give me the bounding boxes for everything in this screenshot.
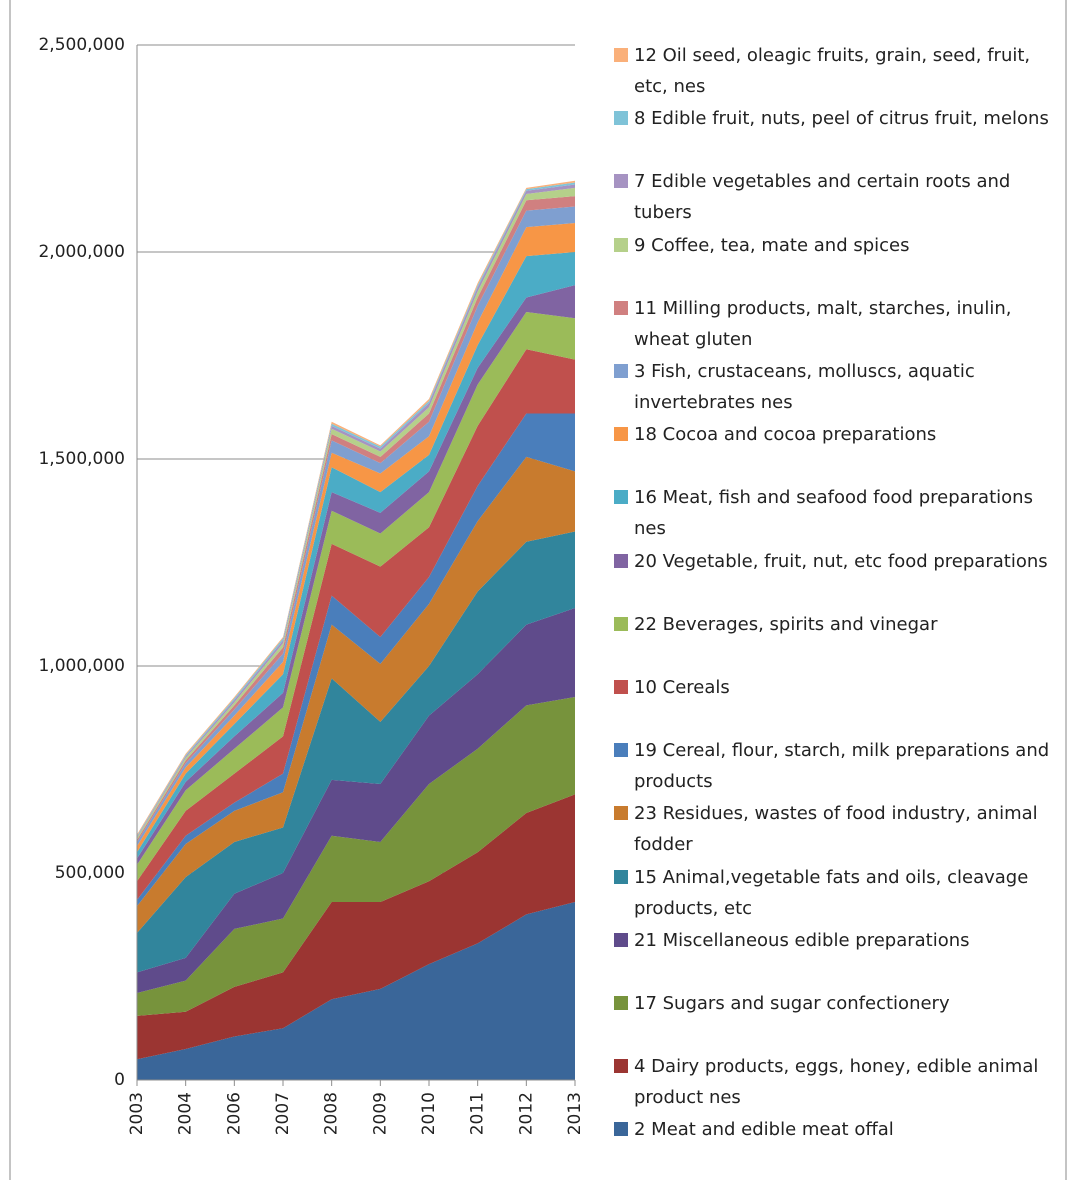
y-tick-label: 2,000,000 — [38, 242, 125, 262]
legend-swatch — [614, 553, 628, 568]
area — [137, 349, 575, 900]
area — [137, 901, 575, 1080]
x-tick-label: 2006 — [224, 1092, 244, 1135]
legend-label: 10 Cereals — [634, 677, 730, 698]
area — [137, 531, 575, 973]
legend-label: 9 Coffee, tea, mate and spices — [634, 234, 910, 256]
legend-label: 20 Vegetable, fruit, nut, etc food prepa… — [634, 550, 1048, 572]
area — [137, 456, 575, 934]
area — [137, 608, 575, 994]
legend-swatch — [614, 237, 628, 252]
x-tick-label: 2009 — [370, 1092, 390, 1135]
legend-swatch — [614, 869, 628, 884]
y-tick-label: 500,000 — [55, 863, 125, 883]
x-tick-label: 2003 — [127, 1092, 147, 1135]
legend-swatch — [614, 743, 628, 758]
x-tick-label: 2013 — [565, 1092, 585, 1135]
legend-label: 2 Meat and edible meat offal — [634, 1119, 894, 1141]
legend-swatch — [614, 300, 628, 315]
legend-entry: 19 Cereal, flour, starch, milk preparati… — [614, 735, 1064, 797]
legend-swatch — [614, 1059, 628, 1074]
legend-entry: 17 Sugars and sugar confectionery — [614, 988, 1064, 1019]
area — [137, 697, 575, 1016]
legend-entry: 12 Oil seed, oleagic fruits, grain, seed… — [614, 40, 1064, 102]
legend-label: 19 Cereal, flour, starch, milk preparati… — [634, 740, 1050, 793]
y-tick-label: 1,500,000 — [38, 449, 125, 469]
legend-label: 4 Dairy products, eggs, honey, edible an… — [634, 1056, 1039, 1109]
legend-swatch — [614, 111, 628, 126]
legend-swatch — [614, 806, 628, 821]
x-tick-label: 2010 — [419, 1092, 439, 1135]
legend-entry: 7 Edible vegetables and certain roots an… — [614, 166, 1064, 228]
legend-swatch — [614, 996, 628, 1010]
legend-entry: 22 Beverages, spirits and vinegar — [614, 609, 1064, 640]
legend-label: 15 Animal,vegetable fats and oils, cleav… — [634, 866, 1029, 919]
area — [137, 413, 575, 907]
legend-entry: 18 Cocoa and cocoa preparations — [614, 419, 1064, 450]
legend-label: 12 Oil seed, oleagic fruits, grain, seed… — [634, 45, 1031, 97]
legend-entry: 10 Cereals — [614, 672, 1064, 703]
x-tick-label: 2004 — [176, 1092, 196, 1135]
legend-label: 22 Beverages, spirits and vinegar — [634, 613, 938, 635]
legend-swatch — [614, 680, 628, 694]
legend-swatch — [614, 48, 628, 62]
legend-swatch — [614, 932, 628, 947]
legend-entry: 15 Animal,vegetable fats and oils, cleav… — [614, 862, 1064, 924]
legend-entry: 11 Milling products, malt, starches, inu… — [614, 293, 1064, 355]
legend-label: 16 Meat, fish and seafood food preparati… — [634, 487, 1033, 540]
x-tick-label: 2008 — [322, 1092, 342, 1135]
x-tick-label: 2007 — [273, 1092, 293, 1135]
legend-swatch — [614, 364, 628, 378]
legend-label: 18 Cocoa and cocoa preparations — [634, 424, 937, 446]
legend-label: 17 Sugars and sugar confectionery — [634, 993, 950, 1014]
legend-label: 11 Milling products, malt, starches, inu… — [634, 297, 1012, 350]
legend-label: 23 Residues, wastes of food industry, an… — [634, 803, 1038, 856]
legend-label: 7 Edible vegetables and certain roots an… — [634, 171, 1011, 224]
legend-swatch — [614, 174, 628, 189]
legend-entry: 3 Fish, crustaceans, molluscs, aquatic i… — [614, 356, 1064, 418]
legend-entry: 9 Coffee, tea, mate and spices — [614, 230, 1064, 261]
legend-entry: 2 Meat and edible meat offal — [614, 1114, 1064, 1145]
legend-entry: 16 Meat, fish and seafood food preparati… — [614, 482, 1064, 544]
y-tick-label: 0 — [114, 1070, 125, 1090]
legend-entry: 4 Dairy products, eggs, honey, edible an… — [614, 1051, 1064, 1113]
y-tick-label: 2,500,000 — [38, 35, 125, 55]
legend-entry: 23 Residues, wastes of food industry, an… — [614, 798, 1064, 860]
area — [137, 794, 575, 1060]
legend-entry: 8 Edible fruit, nuts, peel of citrus fru… — [614, 103, 1064, 134]
legend-swatch — [614, 490, 628, 505]
legend-label: 8 Edible fruit, nuts, peel of citrus fru… — [634, 108, 1049, 130]
legend-label: 21 Miscellaneous edible preparations — [634, 929, 970, 951]
x-tick-label: 2011 — [468, 1092, 488, 1135]
y-tick-label: 1,000,000 — [38, 656, 125, 676]
legend-entry: 21 Miscellaneous edible preparations — [614, 925, 1064, 956]
legend-swatch — [614, 1122, 628, 1137]
legend-label: 3 Fish, crustaceans, molluscs, aquatic i… — [634, 361, 975, 413]
legend-swatch — [614, 427, 628, 442]
area — [137, 312, 575, 882]
legend-entry: 20 Vegetable, fruit, nut, etc food prepa… — [614, 546, 1064, 577]
legend-swatch — [614, 616, 628, 631]
x-tick-label: 2012 — [516, 1092, 536, 1135]
